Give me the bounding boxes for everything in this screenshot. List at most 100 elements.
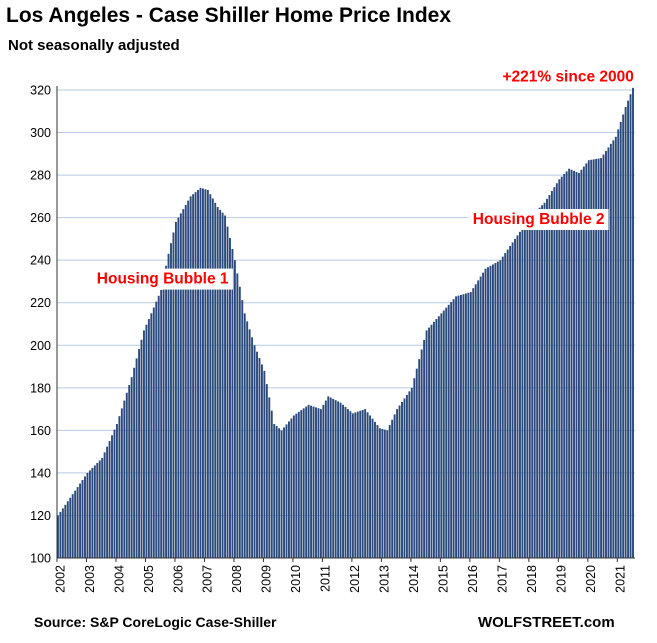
bar xyxy=(123,400,126,558)
bar xyxy=(396,409,399,558)
bar xyxy=(138,349,141,558)
y-tick-label: 100 xyxy=(30,552,51,566)
bar xyxy=(553,187,556,558)
bar xyxy=(219,209,222,558)
bar xyxy=(93,465,96,558)
x-tick-label: 2017 xyxy=(496,565,510,593)
axes xyxy=(56,86,635,562)
bar xyxy=(130,377,133,558)
x-tick-label: 2016 xyxy=(466,565,480,593)
bar xyxy=(442,310,445,558)
bar xyxy=(452,299,455,558)
x-tick-label: 2002 xyxy=(53,565,67,593)
bar xyxy=(292,415,295,558)
bar xyxy=(251,337,254,558)
bar xyxy=(494,263,497,558)
bar xyxy=(629,94,632,558)
bar xyxy=(256,351,258,558)
bar xyxy=(533,212,536,559)
bar xyxy=(595,158,598,559)
bar xyxy=(467,292,470,558)
bar xyxy=(580,169,583,558)
bar xyxy=(111,435,113,558)
bar xyxy=(140,339,143,558)
bar xyxy=(71,494,74,558)
bar xyxy=(538,207,541,558)
bar xyxy=(590,159,593,558)
bar xyxy=(405,394,408,558)
bar xyxy=(521,228,524,558)
bar xyxy=(612,140,615,558)
bar xyxy=(322,404,325,558)
y-tick-label: 140 xyxy=(30,466,51,480)
bar xyxy=(546,198,548,558)
bar xyxy=(617,129,620,558)
bar xyxy=(86,472,89,558)
bar xyxy=(167,253,170,559)
bar xyxy=(290,418,293,558)
bar xyxy=(329,397,332,558)
bar xyxy=(447,304,450,558)
y-tick-label: 320 xyxy=(30,84,51,98)
bar xyxy=(260,364,263,558)
bar xyxy=(393,414,396,558)
bar xyxy=(285,424,288,558)
bar xyxy=(310,405,313,558)
bar xyxy=(378,428,381,558)
bar xyxy=(388,425,391,558)
bar xyxy=(66,501,69,558)
bar xyxy=(614,136,617,559)
bar xyxy=(587,160,590,558)
bar xyxy=(327,396,330,558)
bar xyxy=(216,207,219,558)
bar xyxy=(523,224,526,559)
bar xyxy=(514,238,516,558)
x-tick-label: 2008 xyxy=(230,565,244,593)
bar xyxy=(511,242,514,558)
bar xyxy=(482,272,485,558)
bar xyxy=(364,409,367,558)
bar xyxy=(302,408,305,558)
bar xyxy=(423,339,426,558)
bar xyxy=(265,384,268,558)
bar xyxy=(506,249,509,559)
bar xyxy=(204,189,207,558)
bar xyxy=(361,409,364,558)
bar xyxy=(555,183,558,558)
bar xyxy=(197,189,199,559)
bar xyxy=(64,504,67,558)
bar xyxy=(575,171,578,558)
bar xyxy=(455,296,458,558)
bar xyxy=(172,232,175,558)
bar xyxy=(184,204,187,558)
bar xyxy=(120,408,123,558)
x-tick-label: 2015 xyxy=(437,565,451,593)
bar xyxy=(472,288,475,558)
bar xyxy=(548,194,551,558)
bar xyxy=(174,221,177,558)
bar xyxy=(415,368,418,558)
bar xyxy=(263,370,266,558)
bar xyxy=(489,265,492,558)
bar xyxy=(88,470,91,558)
bar xyxy=(143,330,145,558)
bar xyxy=(391,419,394,558)
bar xyxy=(115,423,118,558)
bar xyxy=(477,280,480,558)
bar xyxy=(487,267,489,558)
bar xyxy=(565,171,568,558)
bar xyxy=(339,402,342,558)
bar xyxy=(432,321,435,558)
bar xyxy=(231,249,234,558)
bar xyxy=(531,215,534,558)
bar xyxy=(435,319,438,558)
x-tick-label: 2021 xyxy=(614,565,628,593)
bar xyxy=(211,198,214,559)
bar xyxy=(315,407,317,558)
bar xyxy=(192,194,195,559)
bar xyxy=(177,217,180,558)
bar xyxy=(150,313,153,558)
annotation-background xyxy=(468,209,609,231)
x-tick-label: 2010 xyxy=(289,565,303,593)
bar xyxy=(541,205,544,559)
